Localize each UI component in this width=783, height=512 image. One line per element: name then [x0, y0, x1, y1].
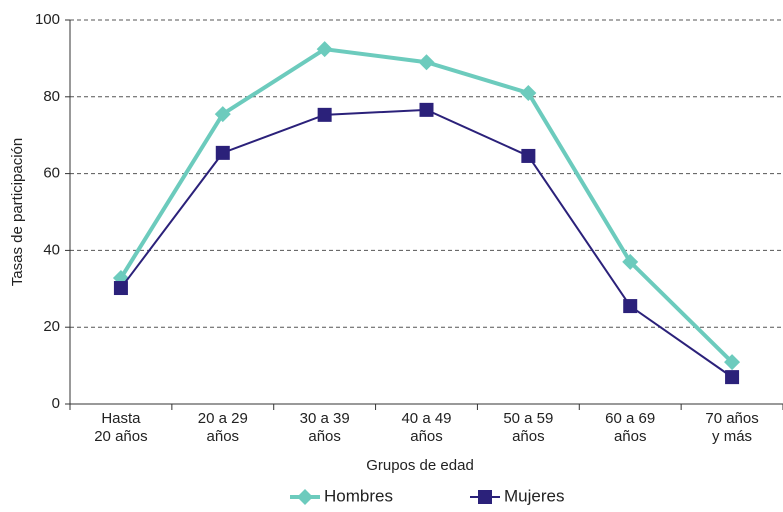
x-tick-label: Hasta 20 años — [94, 410, 148, 445]
data-point — [418, 54, 435, 71]
data-point — [215, 145, 230, 160]
y-tick-label: 40 — [43, 241, 60, 258]
data-point — [520, 84, 537, 101]
x-tick-label: 20 a 29 años — [197, 410, 248, 445]
x-tick-label: 40 a 49 años — [401, 410, 452, 445]
x-tick-label: 70 años y más — [705, 410, 759, 445]
y-tick-label: 0 — [52, 395, 60, 412]
x-axis-title: Grupos de edad — [366, 457, 474, 474]
data-point — [113, 281, 128, 296]
legend-label: Hombres — [324, 486, 393, 505]
series-line — [119, 47, 734, 364]
y-tick-label: 60 — [43, 165, 60, 182]
data-point — [214, 106, 231, 123]
x-tick-label: 30 a 39 años — [299, 410, 350, 445]
y-tick-label: 20 — [43, 318, 60, 335]
data-point — [316, 41, 333, 58]
x-tick-label: 50 a 59 años — [503, 410, 554, 445]
data-point — [725, 370, 740, 385]
data-point — [622, 253, 639, 270]
series-line — [120, 108, 733, 378]
legend-marker — [478, 490, 492, 504]
data-point — [724, 354, 741, 371]
x-tick-label: 60 a 69 años — [605, 410, 656, 445]
legend-label: Mujeres — [504, 486, 564, 505]
y-tick-label: 80 — [43, 88, 60, 105]
data-point — [521, 148, 536, 163]
data-point — [419, 102, 434, 117]
legend-marker — [297, 489, 313, 505]
y-tick-label: 100 — [35, 11, 60, 28]
data-point — [317, 107, 332, 122]
data-point — [623, 299, 638, 314]
y-axis-title: Tasas de participación — [9, 138, 26, 286]
